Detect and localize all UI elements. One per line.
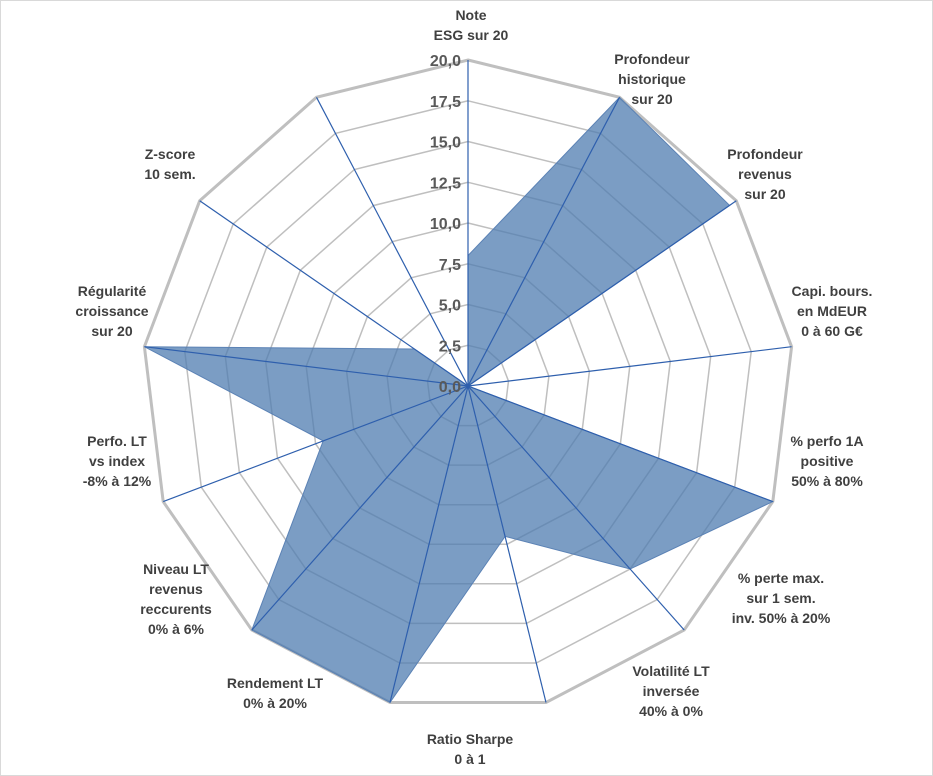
- tick-label: 10,0: [430, 216, 461, 233]
- axis-label-1: Profondeur historique sur 20: [614, 51, 690, 107]
- axis-label-line: Perfo. LT: [87, 433, 147, 449]
- axis-label-line: positive: [801, 453, 854, 469]
- axis-label-line: 0 à 1: [454, 751, 485, 767]
- axis-label-line: Rendement LT: [227, 675, 324, 691]
- axis-label-line: Volatilité LT: [632, 663, 710, 679]
- axis-label-6: Volatilité LT inversée 40% à 0%: [632, 663, 710, 719]
- tick-layer: 0,0 2,5 5,0 7,5 10,0 12,5 15,0 17,5 20,0: [430, 53, 461, 396]
- axis-label-line: % perfo 1A: [790, 433, 863, 449]
- axis-label-line: Note: [455, 7, 486, 23]
- axis-label-line: inv. 50% à 20%: [732, 610, 831, 626]
- axis-label-line: historique: [618, 71, 686, 87]
- grid-ring-6: [224, 140, 712, 625]
- axis-spoke-7: [389, 385, 469, 703]
- axis-label-line: 0 à 60 G€: [801, 323, 863, 339]
- axis-label-line: % perte max.: [738, 570, 824, 586]
- axis-label-line: sur 20: [91, 323, 132, 339]
- tick-label: 12,5: [430, 175, 461, 192]
- axis-label-line: Z-score: [145, 146, 196, 162]
- axis-label-line: Régularité: [78, 283, 147, 299]
- axis-label-line: reccurents: [140, 601, 212, 617]
- tick-label: 17,5: [430, 94, 461, 111]
- tick-label: 15,0: [430, 135, 461, 152]
- axis-spoke-4: [467, 385, 774, 503]
- axis-label-10: Perfo. LT vs index -8% à 12%: [83, 433, 152, 489]
- axis-label-4: % perfo 1A positive 50% à 80%: [790, 433, 863, 489]
- axis-label-line: 50% à 80%: [791, 473, 863, 489]
- axis-label-line: Ratio Sharpe: [427, 731, 514, 747]
- axis-label-line: revenus: [738, 166, 792, 182]
- axis-label-line: Profondeur: [614, 51, 690, 67]
- axis-spoke-3: [467, 346, 792, 387]
- axis-spoke-1: [467, 97, 621, 387]
- axis-label-line: Niveau LT: [143, 561, 209, 577]
- axis-label-line: inversée: [643, 683, 700, 699]
- axis-spoke-6: [467, 385, 547, 703]
- axis-label-line: sur 20: [631, 91, 672, 107]
- label-layer: Note ESG sur 20 Profondeur historique sur 20…: [75, 7, 872, 767]
- axis-label-line: Capi. bours.: [792, 283, 873, 299]
- axis-label-line: Profondeur: [727, 146, 803, 162]
- axis-spoke-12: [315, 97, 469, 387]
- axis-label-line: revenus: [149, 581, 203, 597]
- axis-label-line: vs index: [89, 453, 145, 469]
- axis-spoke-8: [251, 385, 469, 631]
- axis-spoke-9: [162, 385, 469, 503]
- grid-ring-7: [184, 100, 752, 664]
- axis-label-5: % perte max. sur 1 sem. inv. 50% à 20%: [732, 570, 831, 626]
- axis-label-11: Régularité croissance sur 20: [75, 283, 148, 339]
- axis-label-7: Ratio Sharpe 0 à 1: [427, 731, 514, 767]
- axis-label-line: ESG sur 20: [434, 27, 509, 43]
- axis-label-0: Note ESG sur 20: [434, 7, 509, 43]
- tick-label: 7,5: [439, 257, 461, 274]
- axis-spoke-2: [467, 200, 737, 387]
- tick-label: 5,0: [439, 298, 461, 315]
- axis-label-line: sur 20: [744, 186, 785, 202]
- spoke-layer: [144, 60, 792, 703]
- tick-label: 20,0: [430, 53, 461, 70]
- axis-label-12: Z-score 10 sem.: [144, 146, 195, 182]
- grid-ring-8: [142, 58, 794, 704]
- axis-spoke-5: [467, 385, 685, 631]
- axis-label-3: Capi. bours. en MdEUR 0 à 60 G€: [792, 283, 873, 339]
- axis-label-9: Niveau LT revenus reccurents 0% à 6%: [140, 561, 212, 637]
- axis-label-line: 0% à 6%: [148, 621, 205, 637]
- axis-label-2: Profondeur revenus sur 20: [727, 146, 803, 202]
- axis-label-line: 40% à 0%: [639, 703, 703, 719]
- tick-label: 0,0: [439, 379, 461, 396]
- axis-label-line: -8% à 12%: [83, 473, 152, 489]
- axis-spoke-10: [144, 346, 469, 387]
- axis-label-line: sur 1 sem.: [746, 590, 815, 606]
- axis-label-line: croissance: [75, 303, 148, 319]
- axis-label-line: 0% à 20%: [243, 695, 307, 711]
- axis-spoke-11: [199, 200, 469, 387]
- axis-label-line: en MdEUR: [797, 303, 867, 319]
- tick-label: 2,5: [439, 338, 461, 355]
- axis-label-line: 10 sem.: [144, 166, 195, 182]
- axis-label-8: Rendement LT 0% à 20%: [227, 675, 324, 711]
